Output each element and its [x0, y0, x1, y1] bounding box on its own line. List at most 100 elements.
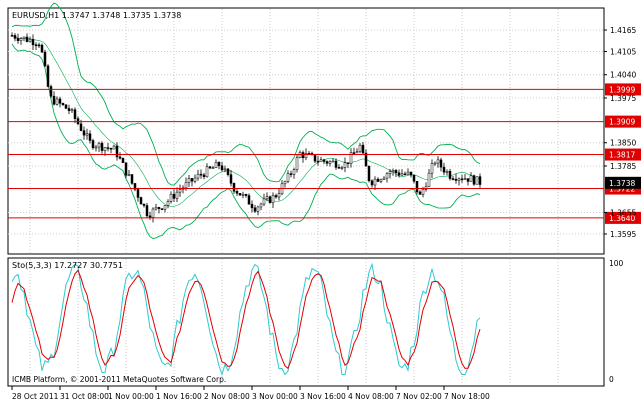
horizontal-lines[interactable]: 1.3999 1.3909 1.3817 1.3722 1.3640 1.3738 — [8, 83, 641, 224]
copyright-text: ICMB Platform, © 2001-2011 MetaQuotes So… — [12, 375, 226, 384]
candle-body — [352, 152, 356, 154]
candle-body — [223, 168, 227, 171]
candle-body — [325, 161, 329, 164]
candle-body — [316, 160, 320, 163]
candle-body — [475, 176, 479, 185]
candle-body — [55, 98, 59, 105]
candle-body — [121, 158, 125, 163]
price-level-text: 1.3817 — [609, 151, 635, 160]
candle-body — [115, 145, 119, 158]
candle-body — [226, 168, 230, 175]
candle-body — [52, 95, 56, 105]
candle-body — [358, 144, 362, 152]
candle-body — [85, 133, 89, 136]
candle-body — [79, 123, 83, 131]
candle-body — [376, 178, 380, 182]
candle-body — [400, 173, 404, 176]
candle-body — [337, 167, 341, 169]
candle-body — [28, 39, 32, 42]
time-tick: 1 Nov 16:00 — [156, 392, 202, 401]
current-price-text: 1.3738 — [609, 179, 635, 188]
candle-body — [217, 161, 221, 166]
candle-body — [19, 38, 23, 41]
candle-body — [361, 144, 365, 154]
current-price-label — [605, 176, 641, 189]
candle-body — [211, 167, 215, 169]
time-axis: 28 Oct 2011 31 Oct 08:00 1 Nov 00:00 1 Nov … — [11, 386, 490, 401]
candle-body — [262, 198, 266, 205]
price-tick: 1.4040 — [610, 71, 636, 80]
candle-body — [154, 207, 158, 210]
candle-body — [199, 173, 203, 176]
price-level-text: 1.3722 — [609, 185, 635, 194]
candle-body — [430, 163, 434, 174]
candle-body — [367, 165, 371, 182]
candle-body — [106, 147, 110, 149]
candle-body — [22, 36, 26, 39]
candle-body — [382, 177, 386, 180]
price-tick: 1.3785 — [610, 162, 636, 171]
candle-body — [238, 193, 242, 196]
candle-body — [232, 183, 236, 192]
candle-body — [391, 170, 395, 172]
candle-body — [313, 154, 317, 162]
candle-body — [91, 140, 95, 149]
candle-body — [445, 171, 449, 173]
candle-body — [193, 177, 197, 182]
bollinger-bands — [11, 2, 481, 239]
candle-body — [67, 108, 71, 111]
candle-body — [328, 161, 332, 164]
price-tick: 1.3975 — [610, 94, 636, 103]
candle-body — [247, 195, 251, 205]
candle-body — [250, 204, 254, 209]
price-tick: 1.4105 — [610, 47, 636, 56]
time-tick: 28 Oct 2011 — [12, 392, 59, 401]
candle-body — [151, 208, 155, 218]
candle-body — [379, 179, 383, 182]
candle-body — [61, 103, 65, 106]
candle-body — [439, 159, 443, 168]
candle-body — [385, 173, 389, 179]
price-level-label — [605, 115, 641, 128]
price-tick: 1.3850 — [610, 139, 636, 148]
price-axis: 1.4165 1.4105 1.4040 1.3975 1.3850 1.3785 1.36… — [604, 26, 636, 239]
candle-body — [64, 104, 68, 109]
candle-body — [442, 166, 446, 173]
candle-body — [58, 98, 62, 104]
candle-body — [454, 178, 458, 181]
candle-body — [94, 146, 98, 149]
candle-body — [355, 151, 359, 154]
candle-body — [37, 44, 41, 47]
candle-body — [298, 152, 302, 158]
candle-body — [253, 207, 257, 212]
stochastic-main-line — [11, 262, 481, 377]
price-level-text: 1.3999 — [609, 85, 635, 94]
candle-body — [259, 203, 263, 208]
main-chart-frame[interactable] — [7, 7, 605, 255]
time-tick: 1 Nov 00:00 — [108, 392, 154, 401]
candle-body — [169, 193, 173, 202]
candle-body — [241, 194, 245, 196]
candle-body — [145, 205, 149, 217]
candle-body — [190, 178, 194, 182]
time-tick: 31 Oct 08:00 — [60, 392, 109, 401]
candle-body — [256, 206, 260, 212]
candle-body — [340, 167, 344, 169]
candle-body — [49, 86, 53, 97]
candle-body — [118, 156, 122, 159]
candle-body — [283, 181, 287, 185]
candle-body — [349, 152, 353, 164]
candle-body — [25, 36, 29, 42]
candle-body — [289, 173, 293, 175]
candle-body — [448, 171, 452, 179]
candle-body — [88, 133, 92, 141]
candle-body — [301, 152, 305, 159]
stochastic-header: Sto(5,3,3) 17.2727 30.7751 — [12, 261, 123, 270]
candle-body — [472, 175, 476, 185]
main-chart-grid — [8, 9, 604, 253]
candle-body — [463, 178, 467, 180]
price-tick: 1.3655 — [610, 209, 636, 218]
candle-body — [274, 195, 278, 198]
stochastic-tick-100: 100 — [609, 259, 624, 268]
candle-body — [343, 162, 347, 168]
